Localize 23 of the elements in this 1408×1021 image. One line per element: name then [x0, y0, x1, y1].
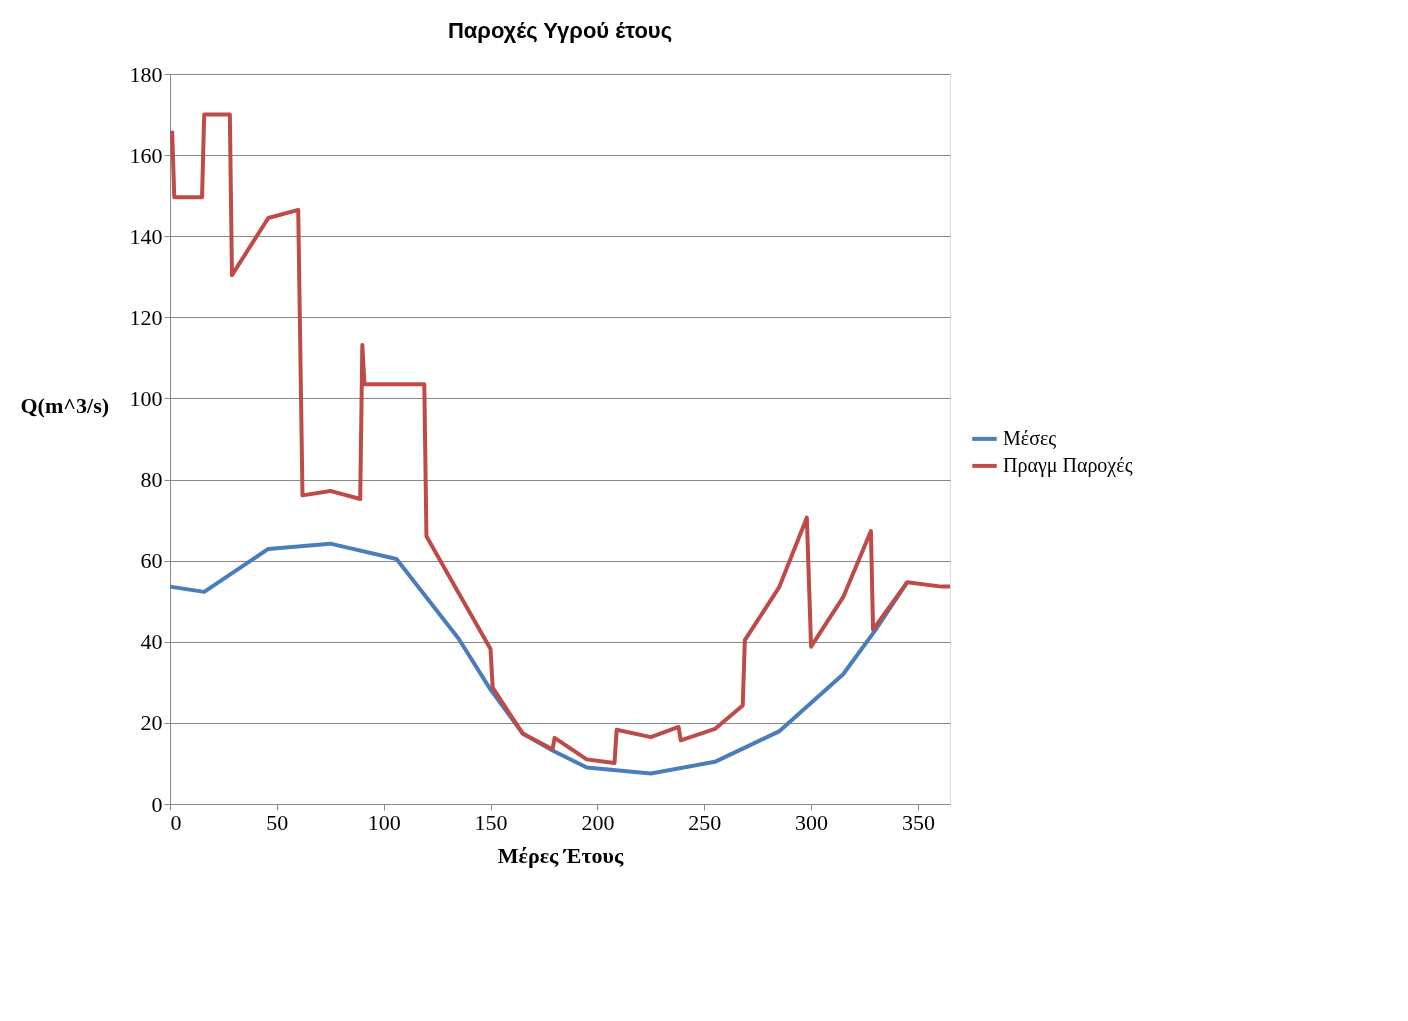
chart-title: Παροχές Υγρού έτους [447, 18, 673, 43]
y-tick-label: 40 [140, 629, 163, 655]
y-axis-title: Q(m^3/s) [20, 392, 110, 418]
x-tick-label: 100 [367, 809, 401, 835]
x-tick-label: 0 [170, 809, 182, 835]
x-tick-label: 300 [795, 809, 829, 835]
y-tick-label: 20 [140, 710, 163, 736]
y-tick-label: 140 [129, 223, 163, 249]
y-tick-label: 100 [129, 385, 163, 411]
legend-label: Μέσες [1003, 426, 1057, 449]
x-tick-label: 200 [581, 809, 615, 835]
y-tick-label: 60 [140, 548, 163, 574]
x-tick-label: 150 [474, 809, 508, 835]
x-axis-title: Μέρες Έτους [497, 842, 624, 868]
y-tick-label: 180 [129, 61, 163, 87]
x-tick-label: 50 [266, 809, 289, 835]
legend-label: Πραγμ Παροχές [1003, 453, 1133, 477]
x-tick-label: 250 [688, 809, 722, 835]
y-tick-label: 0 [151, 791, 163, 817]
x-tick-label: 350 [901, 809, 935, 835]
y-tick-label: 160 [129, 142, 163, 168]
y-tick-label: 120 [129, 304, 163, 330]
y-tick-label: 80 [140, 467, 163, 493]
